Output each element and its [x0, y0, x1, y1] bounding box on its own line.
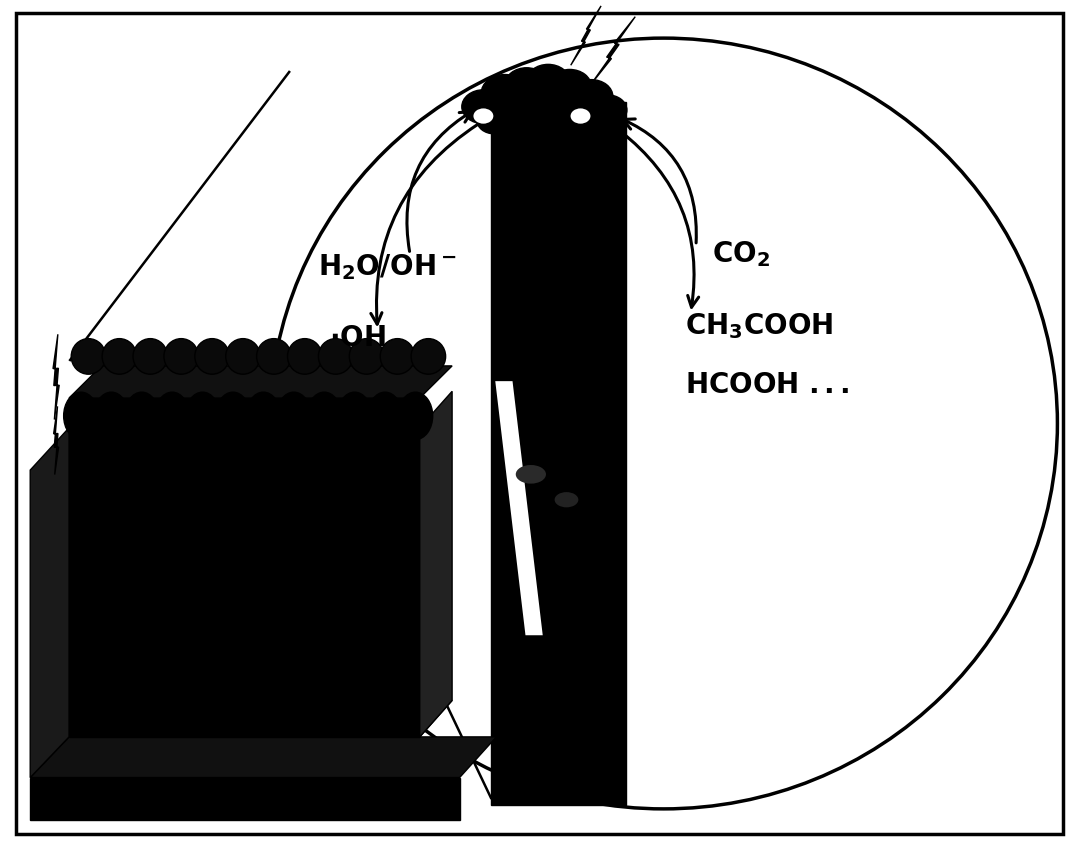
- Polygon shape: [590, 17, 636, 85]
- FancyArrowPatch shape: [619, 130, 699, 307]
- Ellipse shape: [276, 392, 311, 440]
- Circle shape: [477, 107, 511, 134]
- Text: $\mathit{\mathbf{CO_2}}$: $\mathit{\mathbf{CO_2}}$: [712, 239, 770, 269]
- Ellipse shape: [226, 339, 260, 374]
- Ellipse shape: [368, 392, 402, 440]
- Circle shape: [473, 108, 494, 125]
- Ellipse shape: [186, 392, 220, 440]
- Polygon shape: [420, 391, 452, 737]
- Polygon shape: [30, 737, 496, 778]
- Polygon shape: [53, 335, 59, 419]
- Ellipse shape: [287, 339, 322, 374]
- Polygon shape: [495, 381, 543, 635]
- Polygon shape: [69, 398, 420, 428]
- Circle shape: [481, 75, 529, 112]
- Polygon shape: [54, 407, 58, 474]
- Ellipse shape: [338, 392, 372, 440]
- Text: $\mathit{\mathbf{\bullet OH}}$: $\mathit{\mathbf{\bullet OH}}$: [329, 325, 386, 352]
- Ellipse shape: [124, 392, 159, 440]
- Ellipse shape: [164, 339, 199, 374]
- Ellipse shape: [195, 339, 230, 374]
- Ellipse shape: [398, 392, 433, 440]
- FancyArrowPatch shape: [623, 119, 696, 243]
- Polygon shape: [69, 366, 452, 398]
- Polygon shape: [69, 428, 420, 737]
- Polygon shape: [69, 700, 452, 737]
- Ellipse shape: [216, 392, 250, 440]
- Ellipse shape: [155, 392, 190, 440]
- Text: $\mathit{\mathbf{HCOOH\ ...}}$: $\mathit{\mathbf{HCOOH\ ...}}$: [685, 372, 850, 399]
- Polygon shape: [30, 428, 69, 778]
- Ellipse shape: [306, 392, 341, 440]
- Polygon shape: [491, 102, 626, 805]
- Text: $\mathit{\mathbf{H_2O/OH^-}}$: $\mathit{\mathbf{H_2O/OH^-}}$: [318, 252, 457, 282]
- Polygon shape: [30, 778, 460, 820]
- Ellipse shape: [133, 339, 167, 374]
- Circle shape: [548, 69, 591, 103]
- Polygon shape: [571, 6, 601, 65]
- Circle shape: [558, 105, 592, 132]
- Circle shape: [570, 80, 613, 113]
- Ellipse shape: [257, 339, 291, 374]
- Circle shape: [588, 95, 627, 125]
- Ellipse shape: [64, 392, 98, 440]
- Ellipse shape: [94, 392, 128, 440]
- Polygon shape: [467, 69, 617, 129]
- Ellipse shape: [270, 38, 1057, 809]
- Circle shape: [527, 64, 570, 98]
- Ellipse shape: [246, 392, 281, 440]
- Ellipse shape: [380, 339, 414, 374]
- Circle shape: [505, 68, 548, 102]
- Ellipse shape: [318, 339, 353, 374]
- Circle shape: [570, 108, 591, 125]
- Text: $\mathit{\mathbf{CH_3COOH}}$: $\mathit{\mathbf{CH_3COOH}}$: [685, 311, 833, 341]
- Ellipse shape: [71, 339, 106, 374]
- Ellipse shape: [350, 339, 384, 374]
- Ellipse shape: [516, 465, 546, 484]
- FancyArrowPatch shape: [371, 125, 478, 324]
- Ellipse shape: [411, 339, 446, 374]
- Circle shape: [462, 90, 505, 124]
- FancyArrowPatch shape: [407, 112, 472, 252]
- Ellipse shape: [103, 339, 137, 374]
- Ellipse shape: [555, 492, 578, 507]
